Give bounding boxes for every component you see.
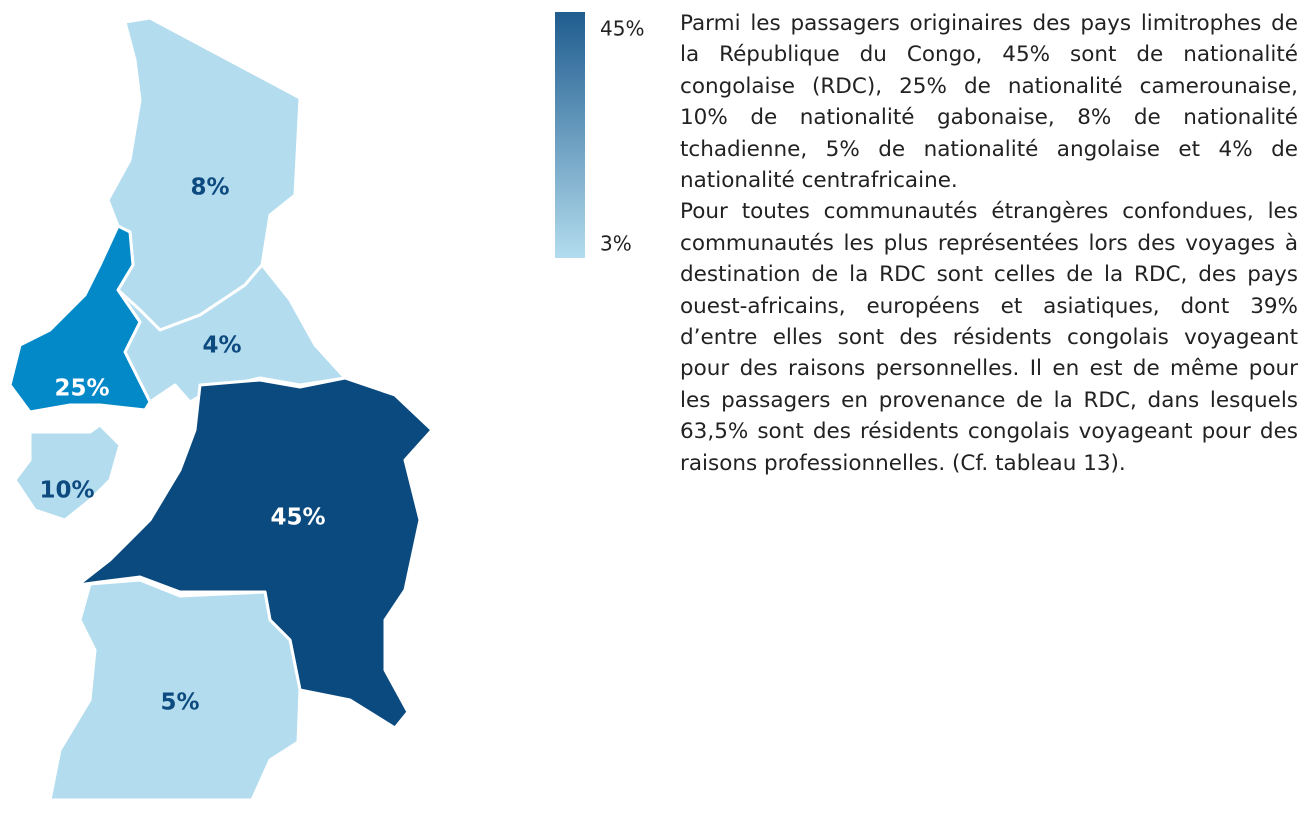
region (13, 423, 122, 522)
region (48, 578, 302, 802)
region-label: 8% (190, 175, 229, 201)
map: 8% 4% 25% 10% 45% 5% 45% 3% (8, 12, 644, 802)
region-label: 5% (160, 690, 199, 716)
region-label: 45% (270, 505, 325, 531)
region (8, 224, 152, 414)
paragraph: Pour toutes communautés étrangères confo… (680, 199, 1298, 476)
region (76, 376, 434, 730)
legend-label: 3% (600, 232, 632, 256)
paragraph: Parmi les passagers originaires des pays… (680, 11, 1298, 194)
legend-label: 45% (600, 17, 644, 41)
text-block: Parmi les passagers originaires des pays… (680, 8, 1298, 479)
region-label: 4% (202, 333, 241, 359)
color-scale (555, 12, 585, 258)
region-label: 25% (54, 376, 109, 402)
region-label: 10% (39, 478, 94, 504)
